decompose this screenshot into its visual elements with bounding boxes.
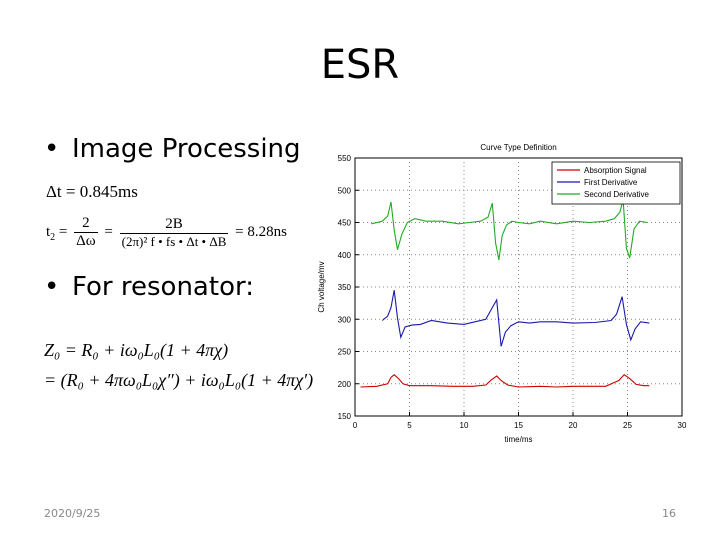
legend-label-2: First Derivative xyxy=(584,178,638,187)
fraction-2-numerator: 2B xyxy=(119,216,229,234)
y-tick-label: 200 xyxy=(338,380,352,389)
y-tick-label: 400 xyxy=(338,251,352,260)
x-axis-label: time/ms xyxy=(505,435,533,444)
y-tick-label: 350 xyxy=(338,283,352,292)
y-tick-label: 500 xyxy=(338,186,352,195)
y-tick-label: 450 xyxy=(338,219,352,228)
x-tick-label: 0 xyxy=(353,421,358,430)
bullet-for-resonator: • For resonator: xyxy=(44,272,254,302)
fraction-1-denominator: Δω xyxy=(76,233,96,249)
series-line-1 xyxy=(360,373,650,388)
x-tick-label: 25 xyxy=(623,421,632,430)
equation-dt: Δt = 0.845ms xyxy=(46,182,138,202)
x-tick-label: 30 xyxy=(678,421,687,430)
t2-subscript: 2 xyxy=(50,231,56,243)
x-tick-label: 10 xyxy=(460,421,469,430)
fraction-2: 2B (2π)² f • fs • Δt • ΔB xyxy=(119,216,229,250)
series-line-3 xyxy=(371,199,648,261)
fraction-1: 2 Δω xyxy=(74,215,98,250)
legend-box xyxy=(551,161,681,205)
bullet-dot: • xyxy=(44,272,60,302)
fraction-1-numerator: 2 xyxy=(74,215,98,233)
y-tick-label: 150 xyxy=(338,412,352,421)
curve-type-chart: 0 5 10 15 20 25 30 150 200 250 300 350 400 450 500 550 C… xyxy=(317,143,687,444)
y-tick-label: 250 xyxy=(338,348,352,357)
equation-z0-line2-text: = (R₀ + 4πω₀L₀χ″) + iω₀L₀(1 + 4πχ′) xyxy=(44,370,314,390)
bullet-image-processing: • Image Processing xyxy=(44,134,301,164)
y-tick-label: 550 xyxy=(338,154,352,163)
bullet-label: Image Processing xyxy=(72,134,301,164)
equation-t2: t2 = 2 Δω = 2B (2π)² f • fs • Δt • ΔB = … xyxy=(46,215,287,250)
t2-symbol: t xyxy=(46,223,51,240)
x-tick-label: 15 xyxy=(514,421,523,430)
equation-z0-line2: = (R₀ + 4πω₀L₀χ″) + iω₀L₀(1 + 4πχ′) xyxy=(44,370,313,391)
bullet-dot: • xyxy=(44,134,60,164)
bullet-label: For resonator: xyxy=(72,272,254,302)
x-tick-label: 20 xyxy=(569,421,578,430)
fraction-2-denominator: (2π)² f • fs • Δt • ΔB xyxy=(121,233,227,249)
t2-result: = 8.28ns xyxy=(235,223,287,240)
legend-label-1: Absorption Signal xyxy=(584,166,647,175)
equation-z0-line1: Z₀ = R₀ + iω₀L₀(1 + 4πχ) xyxy=(44,340,228,361)
equals-sign: = xyxy=(58,223,68,240)
equation-dt-text: Δt = 0.845ms xyxy=(46,182,138,201)
series-line-2 xyxy=(381,290,650,347)
chart-title: Curve Type Definition xyxy=(480,143,556,152)
y-tick-label: 300 xyxy=(338,315,352,324)
y-axis-label: Ch voltage/mv xyxy=(317,261,326,312)
footer-date: 2020/9/25 xyxy=(44,507,101,520)
equals-sign-2: = xyxy=(104,223,113,240)
legend-label-3: Second Derivative xyxy=(584,190,649,199)
equation-z0-line1-text: Z₀ = R₀ + iω₀L₀(1 + 4πχ) xyxy=(44,340,229,360)
x-tick-label: 5 xyxy=(407,421,412,430)
slide-title: ESR xyxy=(320,42,400,88)
footer-page-number: 16 xyxy=(662,507,676,520)
